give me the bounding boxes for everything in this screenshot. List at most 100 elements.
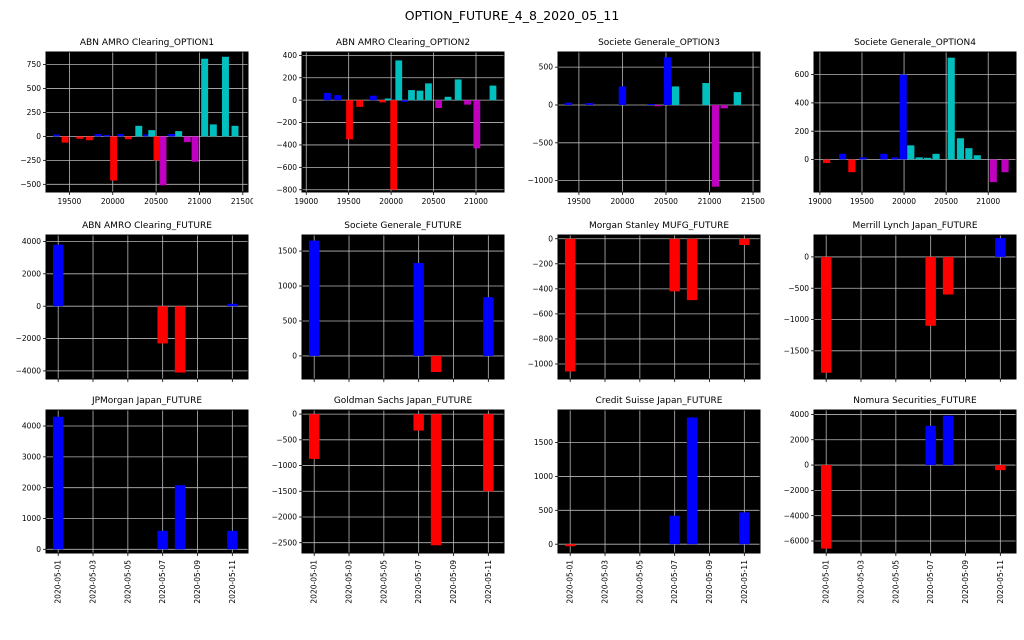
x-tick-label: 2020-05-11 — [996, 560, 1005, 604]
bar — [413, 414, 424, 431]
bar — [702, 83, 710, 105]
bar — [356, 100, 364, 107]
bar — [956, 138, 965, 160]
x-tick-label: 21000 — [464, 197, 488, 206]
bar — [94, 133, 102, 137]
bar — [848, 159, 856, 173]
y-tick-label: −200 — [276, 118, 297, 127]
plot-border — [813, 234, 1017, 380]
bar — [430, 355, 442, 373]
x-tick-label: 2020-05-09 — [705, 560, 714, 604]
chart-title: Societe Generale_OPTION3 — [598, 38, 720, 48]
y-tick-label: −2000 — [272, 513, 298, 522]
bar — [153, 136, 161, 161]
y-tick-label: −200 — [532, 259, 553, 268]
x-tick-label: 2020-05-01 — [822, 560, 831, 604]
plot-border — [45, 409, 249, 554]
x-tick-label: 2020-05-11 — [228, 560, 237, 604]
x-tick-label: 2020-05-01 — [310, 560, 319, 604]
x-tick-label: 20000 — [611, 197, 635, 206]
bar — [664, 57, 672, 105]
x-tick-label: 2020-05-11 — [484, 560, 493, 604]
subplot-nomura-securities-future: Nomura Securities_FUTURE −6000 −4000 −2000… — [774, 395, 1021, 616]
x-tick-label: 19000 — [808, 197, 832, 206]
bar — [739, 238, 750, 246]
x-tick-label: 2020-05-05 — [635, 560, 644, 604]
bar — [1001, 159, 1009, 173]
y-tick-label: −500 — [20, 180, 41, 189]
x-tick-label: 20000 — [892, 197, 916, 206]
plot-background — [814, 410, 1016, 553]
y-tick-label: −1500 — [784, 346, 810, 355]
bar — [995, 238, 1006, 257]
chart-canvas: 0 500 1000 1500 — [278, 234, 505, 382]
chart-canvas: −1000 −800 −600 −400 −200 0 — [528, 234, 761, 382]
bar — [669, 238, 680, 292]
bar — [157, 306, 168, 344]
y-tick-label: 400 — [283, 51, 298, 60]
y-tick-label: 4000 — [22, 237, 41, 246]
y-tick-label: 0 — [292, 96, 297, 105]
bar — [564, 238, 576, 372]
x-tick-label: 21500 — [741, 197, 765, 206]
bar — [334, 95, 342, 101]
plot-background — [558, 235, 760, 379]
bar — [654, 104, 662, 107]
x-tick-label: 2020-05-07 — [670, 560, 679, 604]
chart-canvas: −800 −600 −400 −200 0 200 400 19000 19500 20000 20… — [276, 51, 505, 206]
subplot-grid: ABN AMRO Clearing_OPTION1 −500 −250 0 250 50… — [0, 37, 1024, 616]
bar — [124, 136, 132, 140]
bar — [686, 417, 698, 545]
bar — [454, 79, 462, 101]
bar — [308, 240, 320, 356]
bar — [671, 86, 680, 105]
chart-title: Societe Generale_FUTURE — [344, 221, 462, 231]
y-tick-label: 0 — [548, 234, 553, 243]
subplot-credit-suisse-japan-future: Credit Suisse Japan_FUTURE 0 500 1000 1500 2… — [518, 395, 765, 616]
y-tick-label: 600 — [795, 70, 810, 79]
chart-canvas: −2500 −2000 −1500 −1000 −500 0 2020-05-01 2020-… — [272, 409, 505, 604]
bar — [899, 74, 907, 160]
y-tick-label: −600 — [532, 309, 553, 318]
y-tick-label: 0 — [36, 302, 41, 311]
bar — [425, 83, 432, 101]
x-tick-label: 20000 — [379, 197, 403, 206]
chart-canvas: −1000 −500 0 500 19500 20000 20500 21000 21500 — [528, 51, 765, 206]
bar — [669, 515, 680, 545]
y-tick-label: −1000 — [528, 360, 554, 369]
subplot-jpmorgan-japan-future: JPMorgan Japan_FUTURE 0 1000 2000 3000 4000 2… — [6, 395, 253, 616]
y-tick-label: −500 — [532, 138, 553, 147]
plot-background — [558, 410, 760, 553]
plot-border — [45, 51, 249, 193]
y-tick-label: 4000 — [790, 410, 809, 419]
plot-border — [301, 51, 505, 193]
plot-border — [557, 51, 761, 193]
y-tick-label: 500 — [283, 317, 298, 326]
y-tick-label: −1000 — [528, 176, 554, 185]
chart-canvas: 0 1000 2000 3000 4000 2020-05-01 2020-05-03 202… — [22, 409, 249, 604]
chart-title: Goldman Sachs Japan_FUTURE — [333, 396, 473, 406]
bar — [85, 136, 93, 141]
y-tick-label: −1000 — [784, 315, 810, 324]
chart-canvas: 0 200 400 600 19000 19500 20000 20500 21000 — [795, 51, 1017, 206]
bar — [52, 244, 64, 307]
y-tick-label: −2000 — [16, 334, 42, 343]
bar — [925, 256, 936, 326]
plot-background — [46, 410, 248, 553]
bar — [346, 100, 353, 140]
bar — [143, 134, 151, 137]
bar — [711, 104, 720, 187]
subplot-abn-amro-clearing-option2: ABN AMRO Clearing_OPTION2 −800 −600 −400 −2… — [262, 37, 509, 210]
y-tick-label: −400 — [532, 284, 553, 293]
plot-border — [45, 234, 249, 380]
chart-canvas: −500 −250 0 250 500 750 19500 20000 20500 21000 21… — [20, 51, 253, 206]
x-tick-label: 21000 — [976, 197, 1000, 206]
x-tick-label: 19500 — [57, 197, 81, 206]
plot-border — [813, 51, 1017, 193]
bar — [739, 512, 750, 545]
plot-border — [301, 409, 505, 554]
y-tick-label: −4000 — [784, 511, 810, 520]
bar — [175, 131, 183, 137]
bar — [907, 145, 915, 160]
bar — [430, 414, 442, 546]
